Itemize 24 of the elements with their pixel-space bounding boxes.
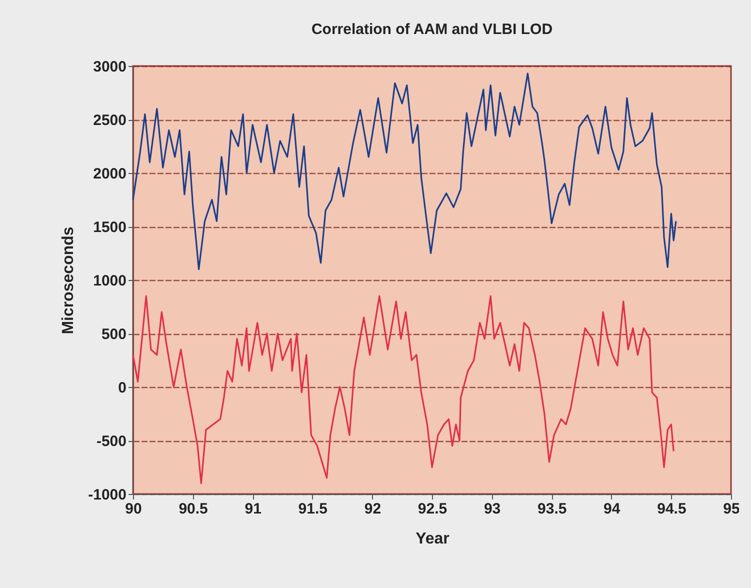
y-tick-label: -500 bbox=[96, 433, 126, 450]
line-series bbox=[132, 72, 677, 270]
y-tick-label: 1000 bbox=[93, 272, 126, 290]
x-tick-label: 94 bbox=[604, 500, 621, 518]
x-tick-label: 90 bbox=[125, 500, 142, 518]
x-tick-label: 90.5 bbox=[178, 500, 208, 518]
x-tick-label: 91 bbox=[244, 500, 262, 518]
line-series bbox=[132, 295, 674, 484]
y-tick-label: 2000 bbox=[93, 166, 126, 182]
y-tick-label: 2500 bbox=[93, 112, 126, 129]
x-tick-label: 94.5 bbox=[657, 500, 686, 518]
x-tick-label: 93.5 bbox=[538, 500, 567, 518]
y-tick-label: 1500 bbox=[93, 219, 126, 236]
y-axis-title: Microseconds bbox=[60, 226, 78, 334]
y-tick-label: 500 bbox=[101, 326, 126, 343]
y-tick-label: 3000 bbox=[93, 58, 126, 76]
y-tick-label: 0 bbox=[118, 380, 126, 396]
chart-title: Correlation of AAM and VLBI LOD bbox=[311, 21, 553, 38]
x-tick-label: 93 bbox=[484, 500, 501, 518]
x-axis-title: Year bbox=[416, 530, 450, 548]
x-tick-label: 91.5 bbox=[298, 500, 328, 518]
x-tick-label: 92.5 bbox=[418, 500, 448, 518]
x-tick-label: 92 bbox=[364, 500, 382, 518]
y-tick-label: -1000 bbox=[88, 486, 126, 504]
